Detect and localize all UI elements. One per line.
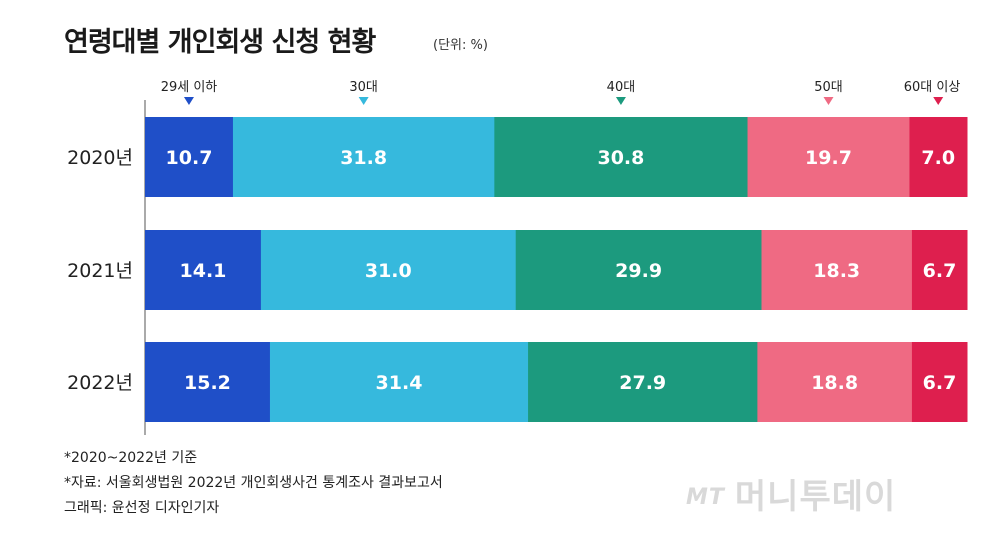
legend-label: 30대 [349,80,378,95]
footnote-credit: 그래픽: 윤선정 디자인기자 [64,500,220,516]
category-label: 2021년 [67,260,133,282]
bar-segment [515,230,762,310]
legend-label: 60대 이상 [904,80,961,95]
data-label: 10.7 [166,147,213,169]
legend-label: 40대 [607,80,636,95]
bar-segment [909,117,968,197]
data-label: 18.3 [813,260,860,282]
bar-segment [145,230,262,310]
bar-segment [747,117,910,197]
data-label: 31.0 [365,260,412,282]
bar-segment [761,230,913,310]
watermark-logo: MT 머니투데이 [686,469,896,518]
bar-segment [911,342,968,422]
data-label: 29.9 [615,260,662,282]
unit-label: (단위: %) [433,38,488,53]
bar-segment [260,230,517,310]
data-label: 14.1 [180,260,227,282]
category-label: 2022년 [67,372,133,394]
legend-marker-icon [933,97,944,105]
data-label: 6.7 [923,260,957,282]
bar-segment [232,117,495,197]
legend-marker-icon [183,97,194,105]
legend-label: 50대 [814,80,843,95]
data-label: 30.8 [597,147,644,169]
watermark-mt: MT [686,485,725,510]
legend-label: 29세 이하 [161,80,218,95]
chart-title: 연령대별 개인회생 신청 현황 [64,27,376,58]
legend-marker-icon [615,97,626,105]
data-label: 31.8 [340,147,387,169]
bar-segment [757,342,913,422]
bar-segment [528,342,758,422]
data-label: 6.7 [923,372,957,394]
data-label: 15.2 [184,372,231,394]
data-label: 19.7 [805,147,852,169]
legend-marker-icon [358,97,369,105]
footnote-source: *자료: 서울회생법원 2022년 개인회생사건 통계조사 결과보고서 [64,475,443,491]
data-label: 31.4 [376,372,423,394]
bar-segment [269,342,529,422]
footnote-period: *2020~2022년 기준 [64,450,198,466]
bar-segment [145,117,234,197]
data-label: 27.9 [619,372,666,394]
data-label: 7.0 [921,147,955,169]
stacked-bar-chart: 2020년 10.7 31.8 30.8 19.7 7.0 2021년 14.1 31.0 29.… [67,80,968,435]
category-label: 2020년 [67,147,133,169]
data-label: 18.8 [811,372,858,394]
watermark-text: 머니투데이 [734,477,897,517]
bar-segment [911,230,968,310]
legend-marker-icon [823,97,834,105]
bar-segment [145,342,271,422]
bar-segment [494,117,749,197]
